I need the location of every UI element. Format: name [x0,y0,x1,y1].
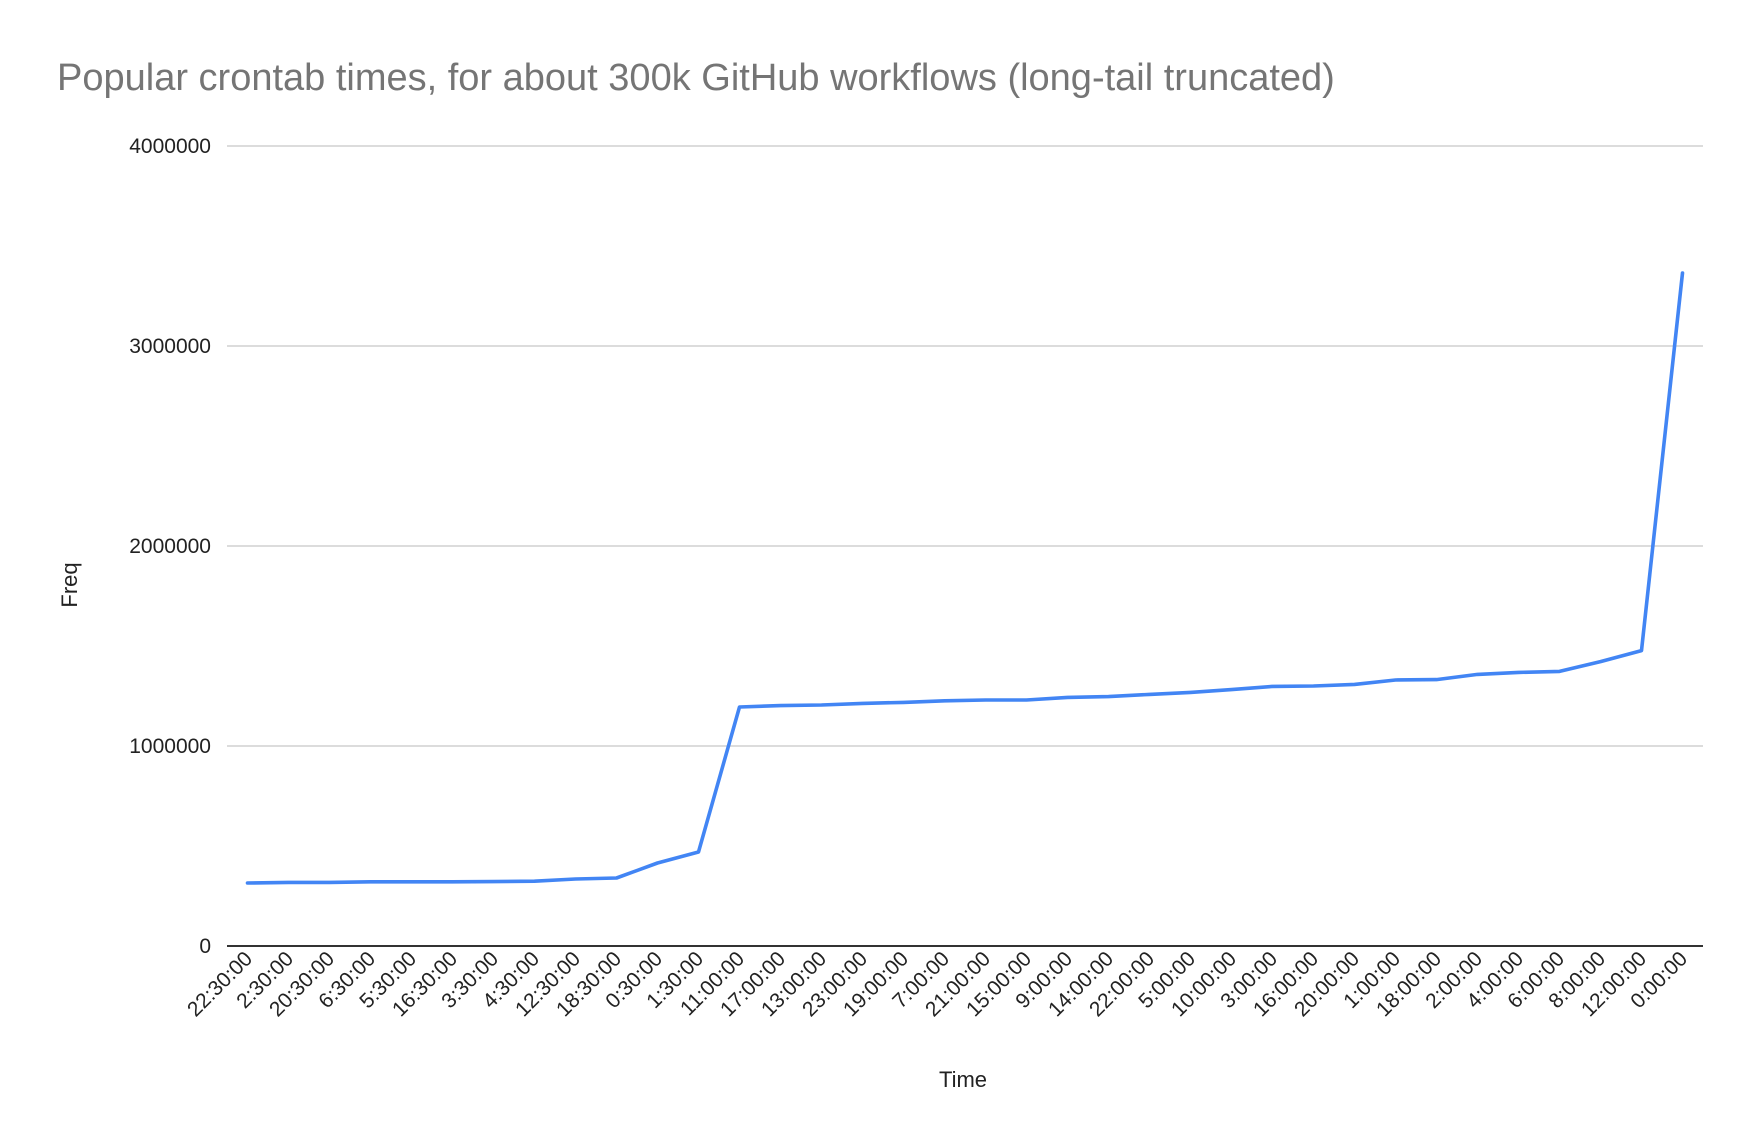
x-axis-title: Time [939,1067,987,1092]
data-point [492,880,496,884]
data-point [328,880,332,884]
data-point [369,880,373,884]
data-point [738,705,742,709]
data-point [1599,660,1603,664]
data-point [451,880,455,884]
data-point [1107,695,1111,699]
data-point [656,861,660,865]
data-point [1681,271,1685,275]
data-point [943,699,947,703]
data-point [861,701,865,705]
data-point [1148,692,1152,696]
data-point [1435,678,1439,682]
data-point [1517,670,1521,674]
data-point [1025,698,1029,702]
chart-title: Popular crontab times, for about 300k Gi… [57,57,1335,99]
data-point [533,879,537,883]
series-layer [245,271,1685,885]
data-point [1066,695,1070,699]
y-axis-ticks: 0 1000000 2000000 3000000 4000000 [129,135,211,958]
y-tick-label: 0 [199,935,211,958]
data-point [1476,672,1480,676]
data-point [820,703,824,707]
data-point [1230,688,1234,692]
series-line-0 [245,271,1685,885]
data-point [1189,690,1193,694]
data-point [1271,684,1275,688]
y-tick-label: 4000000 [129,135,211,158]
data-point [615,876,619,880]
gridlines [227,145,1703,747]
x-axis-ticks: 22:30:002:30:0020:30:006:30:005:30:0016:… [183,947,1692,1021]
data-point [287,880,291,884]
data-point [1640,649,1644,653]
y-axis-title: Freq [57,562,82,607]
data-point [902,700,906,704]
data-point [1394,678,1398,682]
data-point [1558,669,1562,673]
y-tick-label: 2000000 [129,535,211,558]
data-point [1312,684,1316,688]
data-point [410,880,414,884]
data-point [1353,682,1357,686]
data-point [574,877,578,881]
data-point [779,704,783,708]
data-point [246,881,250,885]
data-point [984,698,988,702]
data-point [697,850,701,854]
y-tick-label: 3000000 [129,335,211,358]
y-tick-label: 1000000 [129,735,211,758]
